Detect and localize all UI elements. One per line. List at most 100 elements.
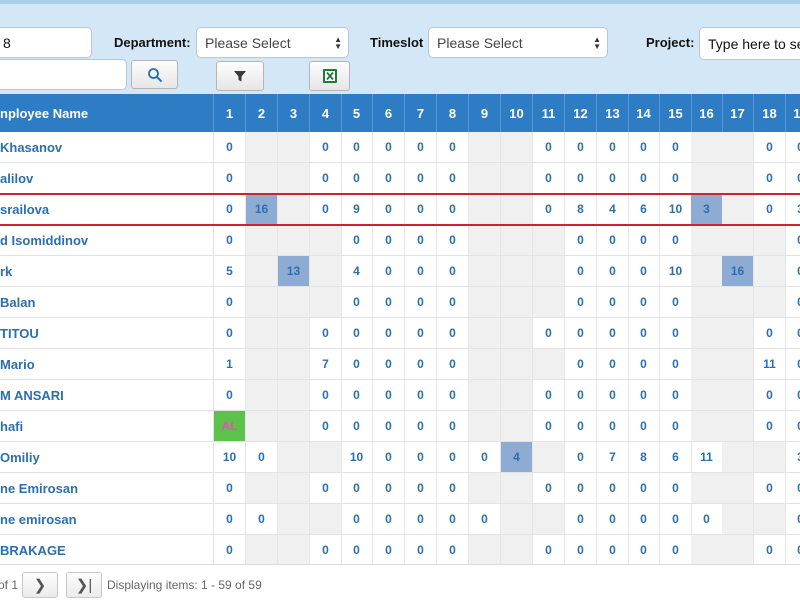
day-cell[interactable]: 0 [341,349,373,379]
day-cell[interactable]: 0 [214,380,246,410]
day-cell[interactable]: 0 [533,380,565,410]
employee-name[interactable]: ne emirosan [0,504,214,534]
day-cell[interactable]: 0 [437,442,469,472]
day-cell[interactable]: 0 [565,380,597,410]
day-cell[interactable] [246,411,278,441]
day-cell[interactable] [691,318,723,348]
day-cell[interactable]: 0 [341,163,373,193]
table-row[interactable]: rk513400000010160 [0,256,800,287]
day-cell[interactable] [533,225,565,255]
day-cell[interactable]: 0 [533,194,565,224]
day-cell[interactable]: 0 [214,163,246,193]
search-input[interactable] [0,59,127,90]
day-header-18[interactable]: 18 [754,94,786,132]
day-cell[interactable]: 0 [469,504,501,534]
day-cell[interactable] [469,194,501,224]
day-header-17[interactable]: 17 [722,94,754,132]
day-cell[interactable]: 0 [597,411,629,441]
day-cell[interactable]: 0 [597,473,629,503]
day-header-14[interactable]: 14 [628,94,660,132]
day-cell[interactable]: 0 [785,318,800,348]
day-cell[interactable]: 0 [341,318,373,348]
day-cell[interactable] [722,194,754,224]
day-cell[interactable]: 0 [660,380,692,410]
day-cell[interactable]: 0 [214,287,246,317]
day-cell[interactable] [469,163,501,193]
day-cell[interactable]: 0 [405,194,437,224]
day-cell[interactable] [469,225,501,255]
day-cell[interactable]: 6 [628,194,660,224]
day-cell[interactable] [501,287,533,317]
day-cell[interactable]: 0 [754,132,786,162]
day-cell[interactable]: 0 [565,318,597,348]
day-cell[interactable]: 0 [565,225,597,255]
day-cell[interactable]: 0 [565,256,597,286]
day-cell[interactable]: 6 [660,442,692,472]
day-cell[interactable] [310,256,342,286]
day-cell[interactable]: 0 [628,132,660,162]
day-cell[interactable]: 1 [214,349,246,379]
table-row[interactable]: alilov0000000000000 [0,163,800,194]
day-cell[interactable]: 0 [373,287,405,317]
day-cell[interactable]: 4 [597,194,629,224]
day-cell[interactable]: 0 [310,535,342,564]
day-cell[interactable] [278,442,310,472]
day-cell[interactable]: 0 [597,349,629,379]
day-header-12[interactable]: 12 [565,94,597,132]
table-row[interactable]: Khasanov0000000000000 [0,132,800,163]
day-header-5[interactable]: 5 [341,94,373,132]
day-cell[interactable]: 0 [310,318,342,348]
day-cell[interactable]: 0 [214,225,246,255]
day-cell[interactable] [691,535,723,564]
day-cell[interactable]: 0 [597,287,629,317]
day-cell[interactable] [246,349,278,379]
day-cell[interactable] [278,380,310,410]
day-cell[interactable] [501,256,533,286]
day-cell[interactable] [533,349,565,379]
day-cell[interactable]: 0 [341,380,373,410]
day-cell[interactable]: 0 [660,535,692,564]
day-cell[interactable]: 0 [565,163,597,193]
day-cell[interactable]: 0 [214,132,246,162]
day-cell[interactable]: 0 [533,318,565,348]
day-cell[interactable] [278,411,310,441]
day-cell[interactable] [278,194,310,224]
day-cell[interactable]: 0 [373,442,405,472]
day-cell[interactable]: 0 [785,163,800,193]
day-cell[interactable]: 8 [628,442,660,472]
employee-name[interactable]: hafi [0,411,214,441]
date-input[interactable]: 8 [0,27,92,58]
table-row[interactable]: M ANSARI0000000000000 [0,380,800,411]
day-header-16[interactable]: 16 [691,94,723,132]
day-cell[interactable] [722,411,754,441]
day-cell[interactable]: 11 [754,349,786,379]
day-cell[interactable]: AL [214,411,246,441]
day-cell[interactable]: 0 [310,473,342,503]
day-cell[interactable]: 0 [785,287,800,317]
day-cell[interactable] [246,380,278,410]
day-cell[interactable]: 0 [628,256,660,286]
day-cell[interactable]: 7 [597,442,629,472]
day-cell[interactable]: 0 [373,504,405,534]
day-cell[interactable] [469,380,501,410]
day-cell[interactable]: 10 [214,442,246,472]
day-cell[interactable]: 0 [373,380,405,410]
day-cell[interactable] [501,473,533,503]
day-cell[interactable] [754,504,786,534]
day-cell[interactable]: 0 [628,380,660,410]
day-cell[interactable] [533,504,565,534]
day-cell[interactable] [501,380,533,410]
day-cell[interactable] [533,442,565,472]
day-cell[interactable]: 0 [565,535,597,564]
day-cell[interactable]: 0 [785,411,800,441]
day-cell[interactable]: 0 [754,194,786,224]
day-cell[interactable]: 0 [341,473,373,503]
day-cell[interactable]: 0 [469,442,501,472]
day-cell[interactable]: 0 [785,504,800,534]
day-cell[interactable]: 0 [405,132,437,162]
day-cell[interactable] [722,535,754,564]
day-cell[interactable] [754,442,786,472]
day-header-13[interactable]: 13 [597,94,629,132]
employee-name[interactable]: rk [0,256,214,286]
day-cell[interactable] [469,473,501,503]
